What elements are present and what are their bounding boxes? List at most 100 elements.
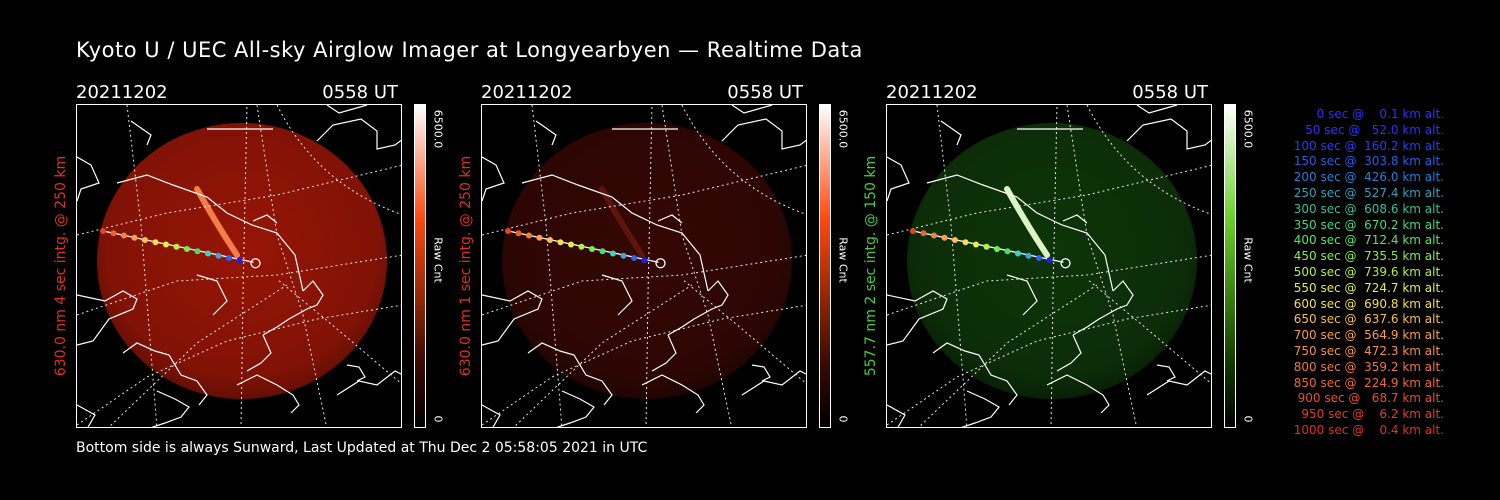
coastline [77,156,100,202]
coastline [77,290,138,346]
trajectory-point [194,248,201,255]
grid-line [918,284,1098,427]
trajectory-point [620,252,627,259]
colorbar-max-text: 6500.0 [431,109,445,149]
colorbar-max: 6500.0 [430,104,446,154]
trajectory-point [236,257,243,264]
coastline [731,105,773,114]
coastline [482,290,543,346]
grid-line [661,105,733,427]
trajectory-point [568,241,574,248]
trajectory-point [131,234,138,241]
trajectory-point [952,237,958,243]
coastline [122,342,208,406]
trajectory-point [941,234,948,241]
legend-entry: 100 sec @ 160.2 km alt. [1289,138,1444,153]
trajectory-point [173,243,180,250]
legend-entry: 650 sec @ 637.6 km alt. [1289,312,1444,327]
allsky-image [76,104,402,428]
colorbar-min-text: 0 [431,415,445,423]
trajectory-point [205,250,211,257]
coastline [316,118,401,150]
trajectory-point [226,255,232,261]
coastline [236,374,300,414]
aurora-band [599,186,645,258]
legend-entry: 700 sec @ 564.9 km alt. [1289,328,1444,343]
panel-date: 20211202 [886,82,978,103]
coastline [1006,274,1038,316]
coastline [326,105,368,114]
grid-line [77,254,401,316]
coastline [1072,280,1134,336]
colorbar-min-text: 0 [1241,415,1255,423]
trajectory-point [973,241,979,248]
trajectory-point [184,246,190,252]
trajectory-point [121,232,127,239]
colorbar-unit: Raw Cnt [835,220,851,300]
allsky-svg [887,105,1211,427]
colorbar-unit-text: Raw Cnt [836,237,850,283]
trajectory-point [631,255,637,261]
legend-entry: 200 sec @ 426.0 km alt. [1289,170,1444,185]
legend-entry: 800 sec @ 359.2 km alt. [1289,359,1444,374]
grid-line [276,105,401,215]
colorbar [414,104,426,428]
coastline [527,342,613,406]
coastline [657,214,683,224]
coastline [1056,334,1082,372]
colorbar-unit-text: Raw Cnt [1241,237,1255,283]
coastline [667,280,729,336]
trajectory-legend: 0 sec @ 0.1 km alt. 50 sec @ 52.0 km alt… [1262,107,1444,439]
trajectory-point [589,246,595,252]
panel-date: 20211202 [481,82,573,103]
coastline [1126,118,1211,150]
colorbar-min: 0 [430,410,446,428]
panel-ylabel: 630.0 nm 4 sec intg. @ 250 km [50,104,72,428]
grid-line [77,164,401,236]
trajectory-point [962,239,969,246]
grid-line [887,164,1211,236]
coastline [262,280,324,336]
coastline [741,370,806,396]
grid-line [108,284,288,427]
coastline [482,404,501,427]
colorbar-unit-text: Raw Cnt [431,237,445,283]
panel-ylabel: 557.7 nm 2 sec intg. @ 150 km [860,104,882,428]
trajectory-point [110,230,117,237]
trajectory-point [641,257,648,264]
coastline [887,156,910,202]
grid-line [77,304,401,426]
grid-line [531,105,563,427]
station-marker [1060,258,1071,269]
coastline [601,274,633,316]
trajectory-point [994,246,1000,252]
grid-line [482,164,806,236]
coastline [961,390,1000,427]
trajectory-point [526,232,532,239]
colorbar-min: 0 [835,410,851,428]
grid-line [482,304,806,426]
coastline [246,334,272,372]
grid-line [256,105,328,427]
trajectory-point [610,250,616,257]
panel-date: 20211202 [76,82,168,103]
coastline [482,156,505,202]
trajectory-point [163,241,169,248]
legend-entry: 550 sec @ 724.7 km alt. [1289,280,1444,295]
coastline [130,120,273,146]
footer-note: Bottom side is always Sunward, Last Upda… [76,440,648,456]
aurora-band [194,186,240,258]
colorbar-min: 0 [1240,410,1256,428]
coastline [1046,374,1110,414]
coastline [651,334,677,372]
coastline [1146,370,1211,396]
panel-630-4s: 20211202 0558 UT 630.0 nm 4 sec intg. @ … [53,80,476,430]
trajectory-point [910,228,916,234]
legend-entry: 450 sec @ 735.5 km alt. [1289,249,1444,264]
grid-line [887,254,1211,316]
coastline [641,374,705,414]
legend-entry: 150 sec @ 303.8 km alt. [1289,154,1444,169]
coastline [887,290,948,346]
coastline [151,390,190,427]
legend-entry: 900 sec @ 68.7 km alt. [1293,391,1444,406]
